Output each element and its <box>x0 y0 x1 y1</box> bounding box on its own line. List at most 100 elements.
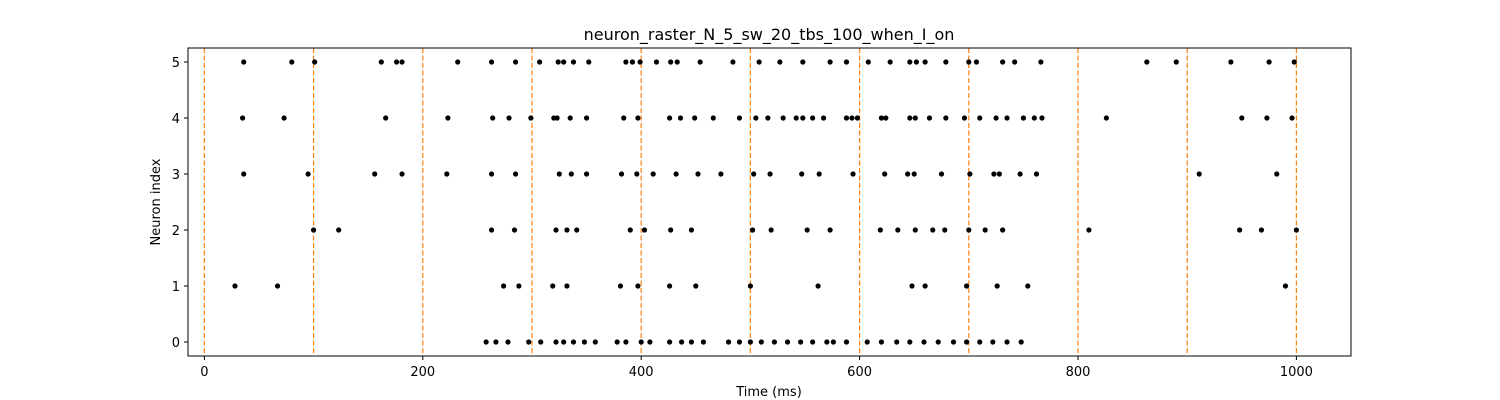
spike-point <box>736 115 743 121</box>
spike-point <box>1000 59 1006 65</box>
spike-point <box>1038 59 1044 65</box>
spike-point <box>907 115 913 121</box>
spike-point <box>943 115 949 121</box>
spike-point <box>513 59 519 65</box>
spike-point <box>688 339 695 345</box>
spike-point <box>617 283 624 289</box>
y-tick-label: 3 <box>172 168 180 183</box>
spike-point <box>895 227 901 233</box>
spike-point <box>1004 115 1010 121</box>
spike-point <box>930 227 936 233</box>
plot-frame <box>187 47 1352 357</box>
y-tick-label: 0 <box>172 336 180 351</box>
spike-point <box>1237 227 1243 233</box>
spike-point <box>878 339 885 345</box>
spike-point <box>1012 59 1018 65</box>
spike-point <box>1239 115 1245 121</box>
spike-point <box>943 59 949 65</box>
spike-point <box>618 171 625 177</box>
spike-point <box>1293 227 1299 233</box>
spike-point <box>241 171 247 177</box>
spike-point <box>550 283 556 289</box>
y-axis-label: Neuron index <box>149 158 164 245</box>
spike-point <box>977 339 983 345</box>
spike-point <box>310 227 317 233</box>
spike-point <box>1004 339 1010 345</box>
spike-point <box>894 339 900 345</box>
spike-point <box>938 171 945 177</box>
spike-point <box>942 227 948 233</box>
spike-point <box>850 171 856 177</box>
spike-point <box>281 115 287 121</box>
spike-point <box>966 227 972 233</box>
spike-point <box>849 115 855 121</box>
spike-point <box>570 339 577 345</box>
spike-point <box>538 339 544 345</box>
spike-point <box>922 59 928 65</box>
spike-point <box>688 227 695 233</box>
spike-point <box>827 59 833 65</box>
spike-point <box>973 59 980 65</box>
spike-point <box>528 115 534 121</box>
spike-point <box>815 283 821 289</box>
spike-point <box>516 283 522 289</box>
spike-point <box>810 115 816 121</box>
spike-point <box>493 339 499 345</box>
spike-point <box>824 339 830 345</box>
spike-point <box>1086 227 1092 233</box>
spike-point <box>568 171 574 177</box>
spike-point <box>865 59 871 65</box>
spike-point <box>1031 115 1037 121</box>
spike-point <box>1228 59 1234 65</box>
spike-point <box>816 171 822 177</box>
spike-point <box>922 283 928 289</box>
spike-point <box>1018 339 1024 345</box>
spike-point <box>882 171 888 177</box>
spike-point <box>666 339 673 345</box>
spike-point <box>877 227 883 233</box>
spike-point <box>666 115 673 121</box>
spike-point <box>907 59 913 65</box>
spike-point <box>756 59 762 65</box>
spike-point <box>767 171 773 177</box>
spike-point <box>911 171 917 177</box>
spike-point <box>488 59 495 65</box>
spike-point <box>996 171 1002 177</box>
spike-point <box>673 171 679 177</box>
spike-point <box>488 227 495 233</box>
spike-point <box>820 115 827 121</box>
spike-point <box>506 115 512 121</box>
spike-point <box>921 339 927 345</box>
spike-point <box>751 171 757 177</box>
spike-point <box>700 339 707 345</box>
spike-point <box>668 227 674 233</box>
spike-point <box>623 339 629 345</box>
spike-point <box>1103 115 1109 121</box>
spike-point <box>749 227 756 233</box>
spike-point <box>567 115 573 121</box>
spike-point <box>993 115 999 121</box>
spike-point <box>526 339 532 345</box>
spike-point <box>274 283 281 289</box>
spike-point <box>586 59 592 65</box>
spike-point <box>1264 115 1270 121</box>
spike-point <box>887 59 893 65</box>
spike-point <box>372 171 378 177</box>
y-tick-label: 4 <box>172 112 180 127</box>
spike-point <box>827 227 833 233</box>
spike-point <box>561 339 567 345</box>
spike-point <box>982 227 988 233</box>
spike-point <box>1282 283 1289 289</box>
spike-point <box>305 171 311 177</box>
spike-points <box>232 59 1299 345</box>
spike-point <box>511 227 518 233</box>
spike-point <box>1020 115 1026 121</box>
spike-point <box>553 339 559 345</box>
spike-point <box>1266 59 1272 65</box>
stimulus-lines <box>203 48 1297 356</box>
spike-point <box>967 171 973 177</box>
spike-point <box>556 171 562 177</box>
spike-point <box>483 339 489 345</box>
spike-point <box>289 59 295 65</box>
spike-point <box>730 59 736 65</box>
